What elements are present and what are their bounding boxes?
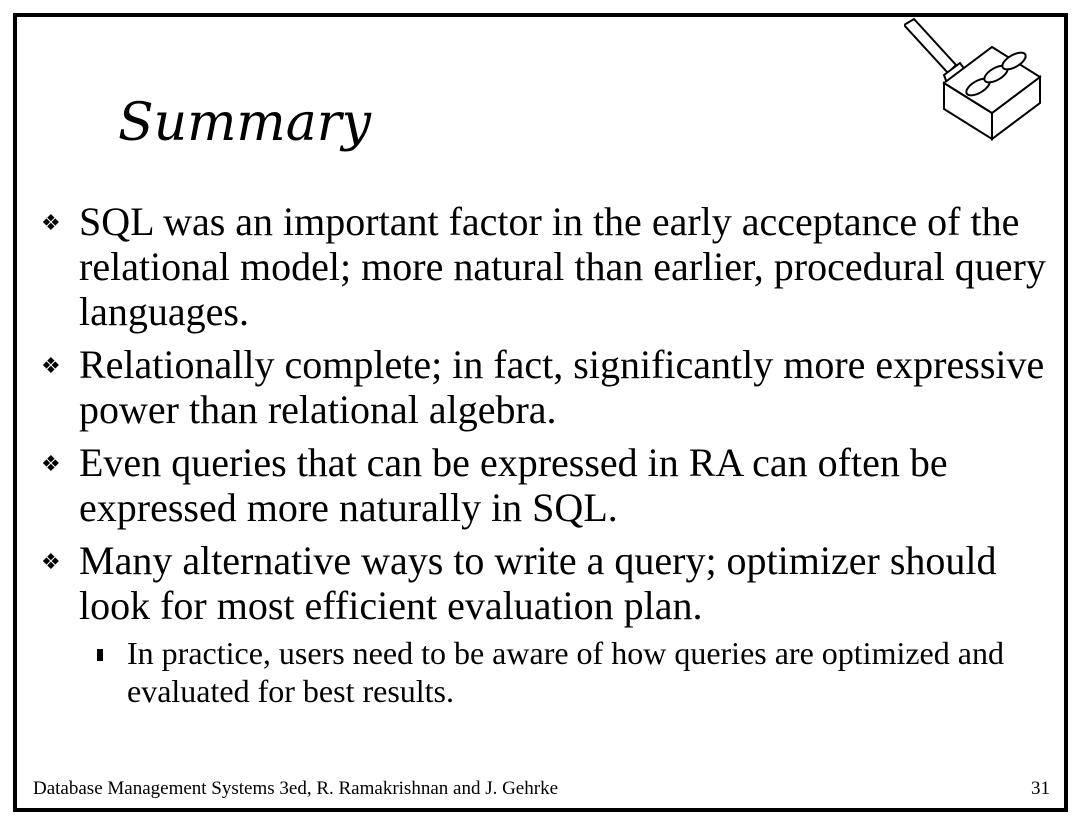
diamond-bullet-icon: ❖ xyxy=(41,353,61,378)
trowel-brick-icon xyxy=(904,17,1042,141)
slide: Summary ❖ SQL was an important factor in… xyxy=(13,13,1068,812)
bullet-item: ❖ SQL was an important factor in the ear… xyxy=(35,199,1055,334)
sub-bullet-item: In practice, users need to be aware of h… xyxy=(35,634,1055,710)
diamond-bullet-icon: ❖ xyxy=(41,451,61,476)
bullet-item: ❖ Even queries that can be expressed in … xyxy=(35,440,1055,530)
slide-title: Summary xyxy=(118,93,371,153)
bullet-text: Even queries that can be expressed in RA… xyxy=(79,440,948,530)
footer-citation: Database Management Systems 3ed, R. Rama… xyxy=(33,778,559,799)
bullet-text: Relationally complete; in fact, signific… xyxy=(79,342,1045,432)
sub-bullet-text: In practice, users need to be aware of h… xyxy=(127,635,1004,709)
bullet-item: ❖ Relationally complete; in fact, signif… xyxy=(35,342,1055,432)
bullet-list: ❖ SQL was an important factor in the ear… xyxy=(35,199,1055,710)
bullet-text: SQL was an important factor in the early… xyxy=(79,199,1046,334)
diamond-bullet-icon: ❖ xyxy=(41,210,61,235)
page-number: 31 xyxy=(1031,778,1050,799)
diamond-bullet-icon: ❖ xyxy=(41,549,61,574)
bullet-item: ❖ Many alternative ways to write a query… xyxy=(35,538,1055,628)
square-bullet-icon xyxy=(97,649,103,661)
bullet-text: Many alternative ways to write a query; … xyxy=(79,538,997,628)
